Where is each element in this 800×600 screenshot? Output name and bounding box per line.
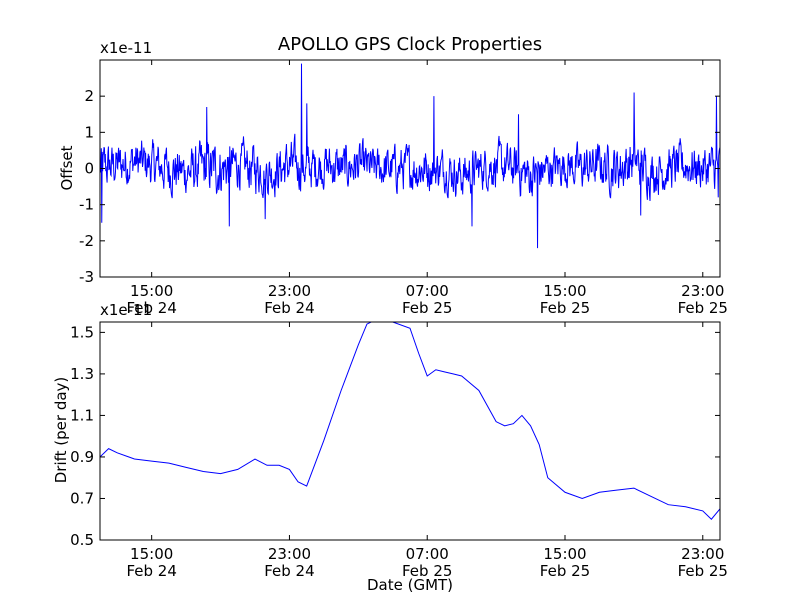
drift-x-tick-date: Feb 24 <box>126 562 176 580</box>
offset-x-tick-date: Feb 25 <box>678 299 728 317</box>
drift-x-tick-date: Feb 25 <box>678 562 728 580</box>
drift-x-tick-date: Feb 25 <box>402 562 452 580</box>
offset-chart: APOLLO GPS Clock Properties x1e-11 Offse… <box>58 34 728 317</box>
drift-x-tick-date: Feb 24 <box>264 562 314 580</box>
drift-x-tick-time: 07:00 <box>406 545 449 563</box>
offset-scale-label: x1e-11 <box>100 39 152 57</box>
drift-series-line <box>100 322 720 520</box>
offset-x-tick-date: Feb 24 <box>264 299 314 317</box>
drift-y-tick-label: 1.3 <box>70 365 94 383</box>
drift-y-tick-label: 0.7 <box>70 489 94 507</box>
drift-x-tick-time: 15:00 <box>130 545 173 563</box>
offset-x-tick-time: 15:00 <box>130 282 173 300</box>
offset-y-tick-label: -3 <box>79 268 94 286</box>
drift-plot-frame <box>99 321 721 541</box>
drift-scale-label: x1e-11 <box>100 301 152 319</box>
drift-x-tick-time: 23:00 <box>681 545 724 563</box>
offset-y-tick-label: 2 <box>84 87 94 105</box>
date-axis-label: Date (GMT) <box>367 576 453 594</box>
offset-x-tick-date: Feb 25 <box>402 299 452 317</box>
drift-x-tick-date: Feb 25 <box>540 562 590 580</box>
drift-axis-label: Drift (per day) <box>52 377 70 484</box>
offset-x-tick-date: Feb 24 <box>126 299 176 317</box>
drift-y-tick-label: 1.5 <box>70 323 94 341</box>
drift-y-tick-label: 0.5 <box>70 531 94 549</box>
drift-chart: x1e-11 Drift (per day) Date (GMT) 0.5 0.7… <box>52 301 728 594</box>
offset-x-tick-time: 15:00 <box>543 282 586 300</box>
drift-x-tick-time: 23:00 <box>268 545 311 563</box>
offset-x-tick-time: 23:00 <box>681 282 724 300</box>
offset-x-tick-time: 23:00 <box>268 282 311 300</box>
drift-y-tick-label: 1.1 <box>70 406 94 424</box>
chart-title: APOLLO GPS Clock Properties <box>278 34 542 55</box>
offset-y-tick-label: -2 <box>79 232 94 250</box>
offset-y-tick-label: 0 <box>84 160 94 178</box>
offset-x-tick-date: Feb 25 <box>540 299 590 317</box>
offset-axis-label: Offset <box>58 145 76 190</box>
offset-y-tick-label: -1 <box>79 196 94 214</box>
drift-x-tick-time: 15:00 <box>543 545 586 563</box>
offset-series-line <box>100 63 720 249</box>
drift-y-tick-label: 0.9 <box>70 448 94 466</box>
offset-y-tick-label: 1 <box>84 123 94 141</box>
offset-x-tick-time: 07:00 <box>406 282 449 300</box>
